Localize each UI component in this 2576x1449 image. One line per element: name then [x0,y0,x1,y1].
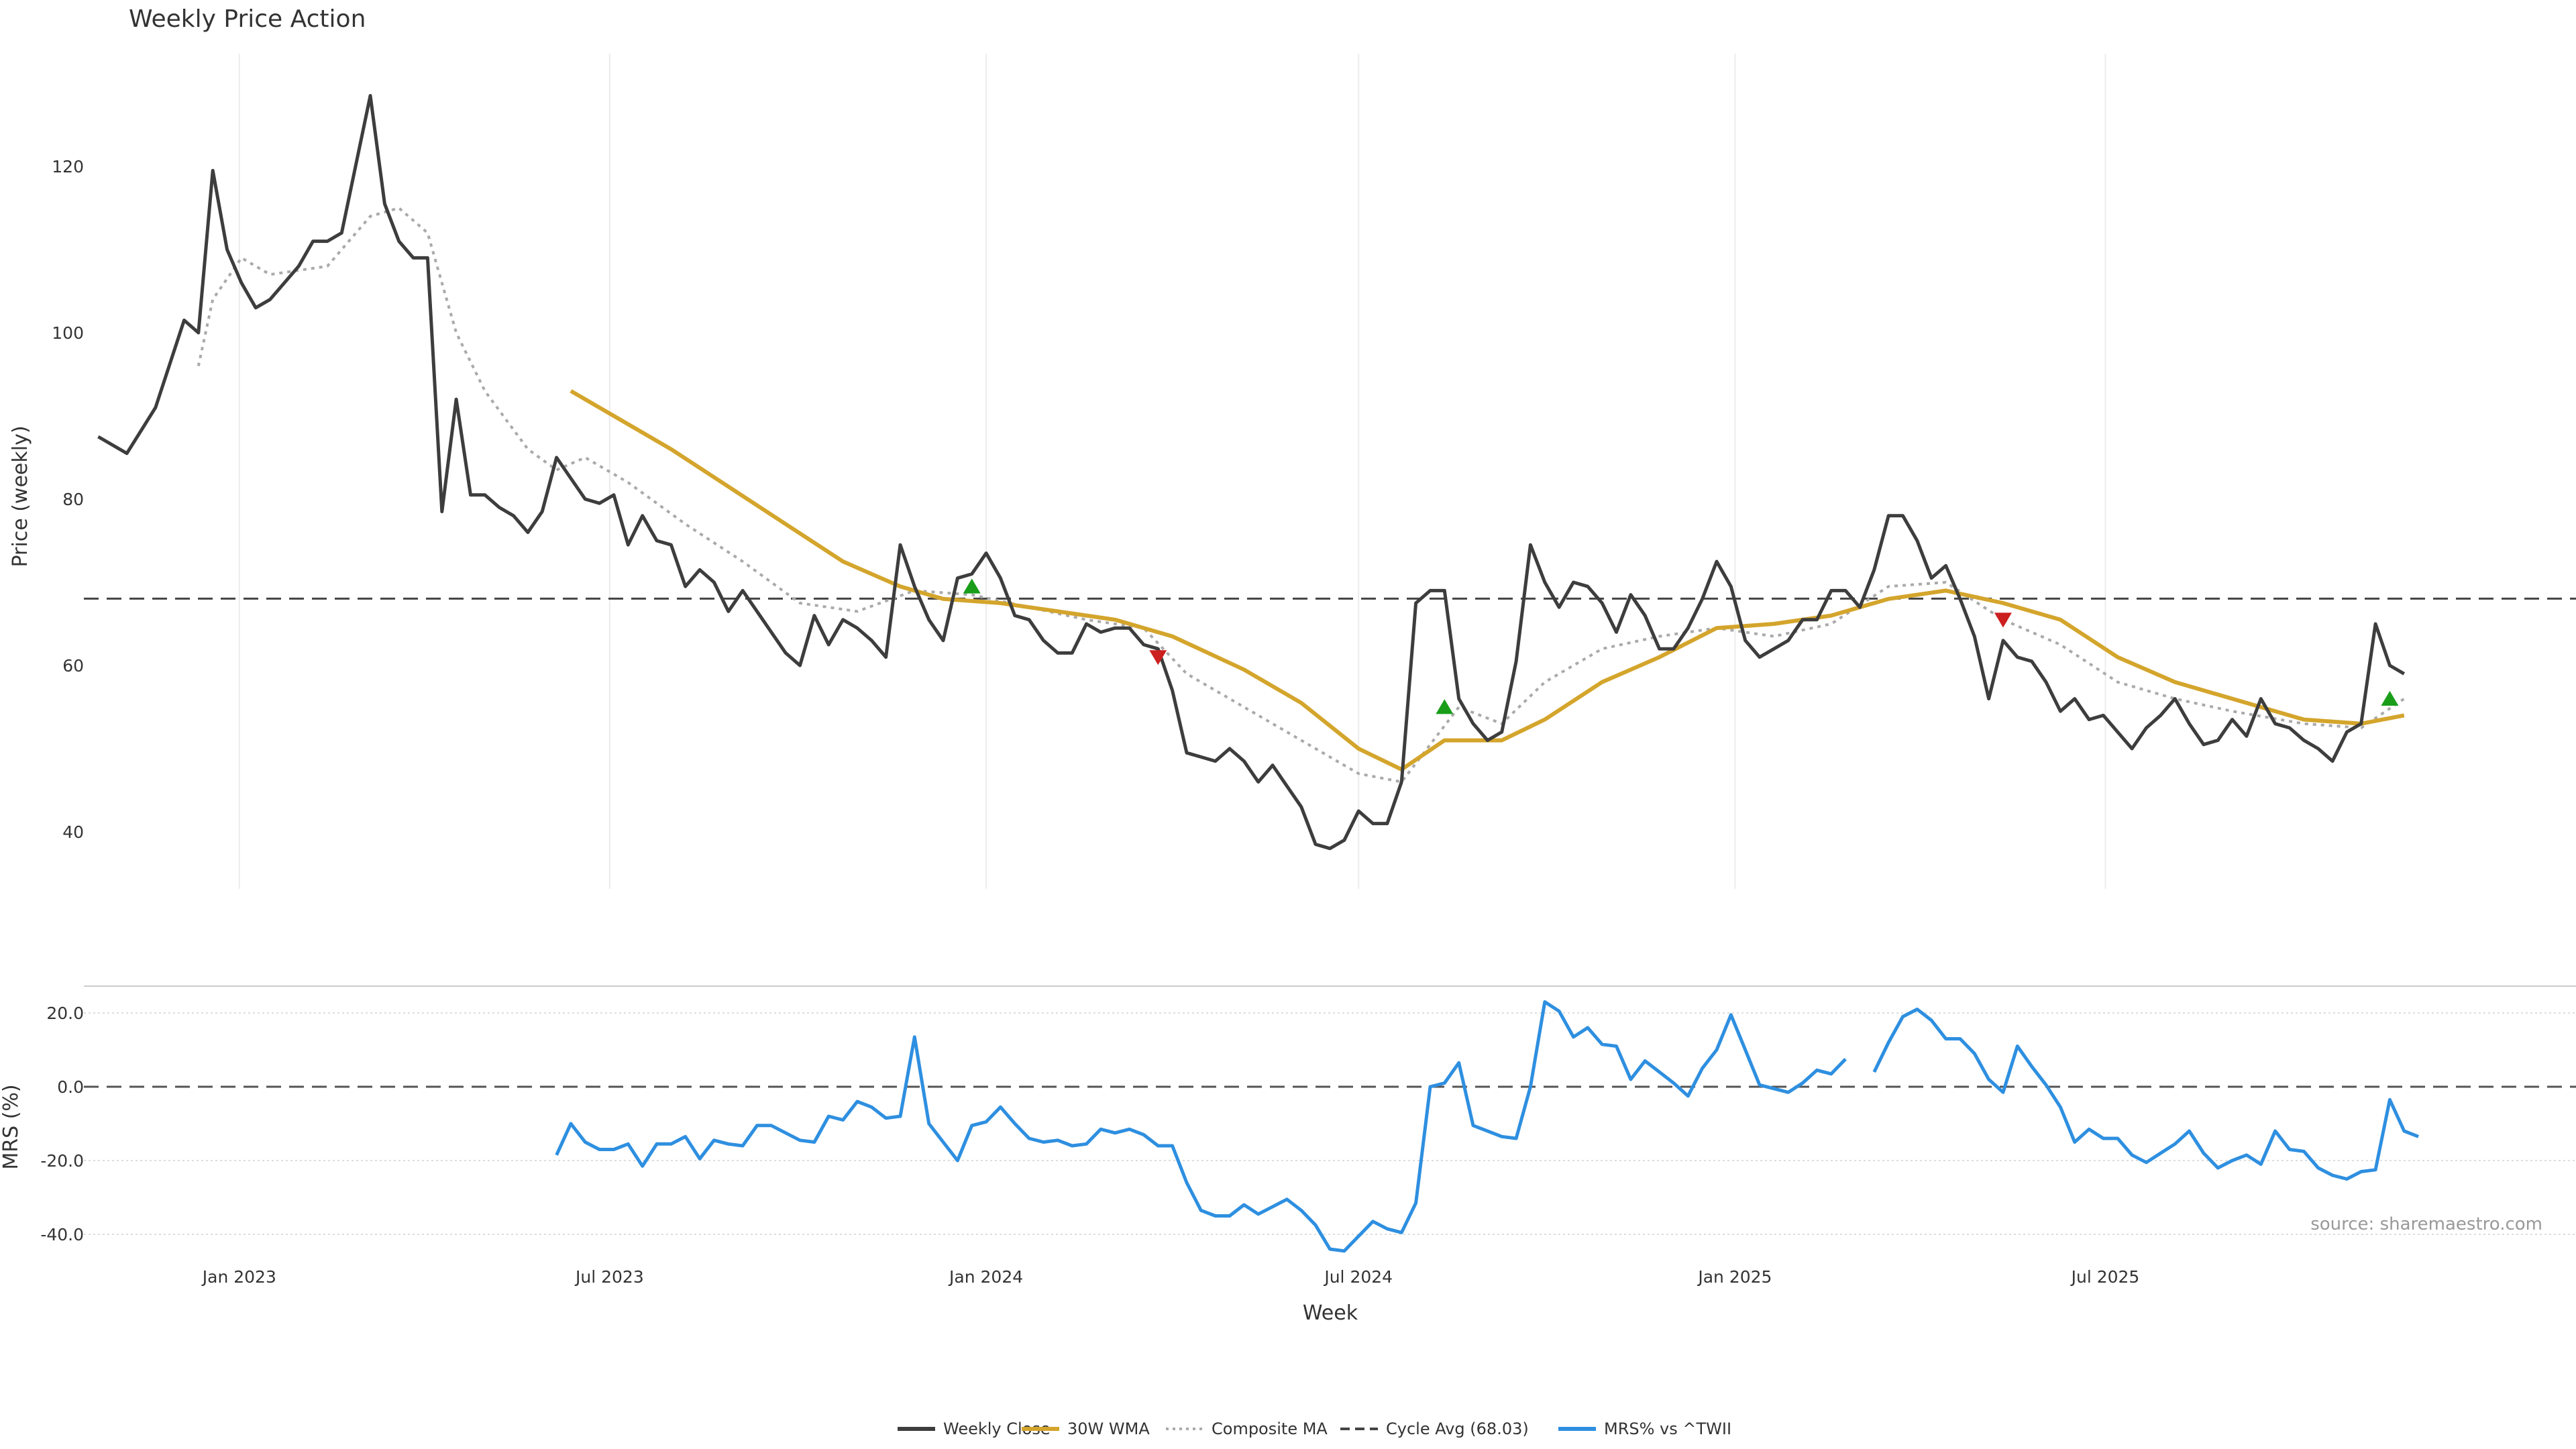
legend-label: Cycle Avg (68.03) [1386,1419,1529,1438]
chart-title: Weekly Price Action [129,5,366,33]
sell-signal-marker [1994,612,2012,628]
sell-signal-marker [1149,650,1167,665]
x-axis-label: Week [1303,1301,1358,1325]
legend-item: 30W WMA [1022,1419,1150,1438]
legend: Weekly Close 30W WMA Composite MA Cycle Avg… [898,1419,1731,1438]
weekly-close-line [97,94,2406,851]
mrs-line [555,1000,1847,1253]
mrs-y-axis-label: MRS (%) [0,1084,23,1169]
legend-label: Composite MA [1212,1419,1328,1438]
price-panel: Weekly Price Action Price (weekly) 40 60 8… [9,5,2576,889]
mrs-y-tick-label: -20.0 [40,1151,84,1171]
legend-item: MRS% vs ^TWII [1558,1419,1731,1438]
mrs-y-tick-label: -40.0 [40,1225,84,1244]
mrs-gridlines [84,985,2576,1235]
mrs-series-group [555,1000,2420,1253]
x-tick-label: Jan 2023 [201,1267,276,1287]
x-tick-label: Jan 2024 [948,1267,1023,1287]
mrs-line [1872,1008,2420,1181]
x-tick-label: Jul 2024 [1323,1267,1393,1287]
mrs-y-ticks: 20.0 0.0 -20.0 -40.0 [40,1004,84,1244]
price-y-tick-label: 120 [52,157,84,176]
buy-signal-marker [2381,690,2399,706]
legend-label: 30W WMA [1067,1419,1150,1438]
signal-markers [963,578,2399,714]
mrs-y-tick-label: 0.0 [57,1077,84,1097]
x-tick-label: Jul 2025 [2070,1267,2140,1287]
source-annotation: source: sharemaestro.com [2310,1214,2542,1234]
buy-signal-marker [963,578,981,594]
mrs-panel: MRS (%) 20.0 0.0 -20.0 -40.0 Jan 2023 Jul 20… [0,985,2576,1325]
x-tick-label: Jul 2023 [574,1267,644,1287]
buy-signal-marker [1436,699,1454,714]
x-axis-ticks: Jan 2023 Jul 2023 Jan 2024 Jul 2024 Jan 2025… [201,1267,2140,1287]
price-y-tick-label: 60 [62,656,84,676]
wma-30w-line [570,389,2405,771]
mrs-y-tick-label: 20.0 [46,1004,84,1023]
price-series-group [97,94,2406,851]
price-y-ticks: 40 60 80 100 120 [52,157,84,842]
legend-label: MRS% vs ^TWII [1604,1419,1731,1438]
price-y-axis-label: Price (weekly) [9,425,32,567]
x-tick-label: Jan 2025 [1697,1267,1772,1287]
price-y-tick-label: 40 [62,822,84,842]
legend-item: Cycle Avg (68.03) [1340,1419,1529,1438]
composite-ma-line [197,207,2405,784]
price-y-tick-label: 80 [62,490,84,509]
price-y-tick-label: 100 [52,323,84,343]
price-gridlines [238,54,2106,889]
legend-item: Composite MA [1166,1419,1328,1438]
